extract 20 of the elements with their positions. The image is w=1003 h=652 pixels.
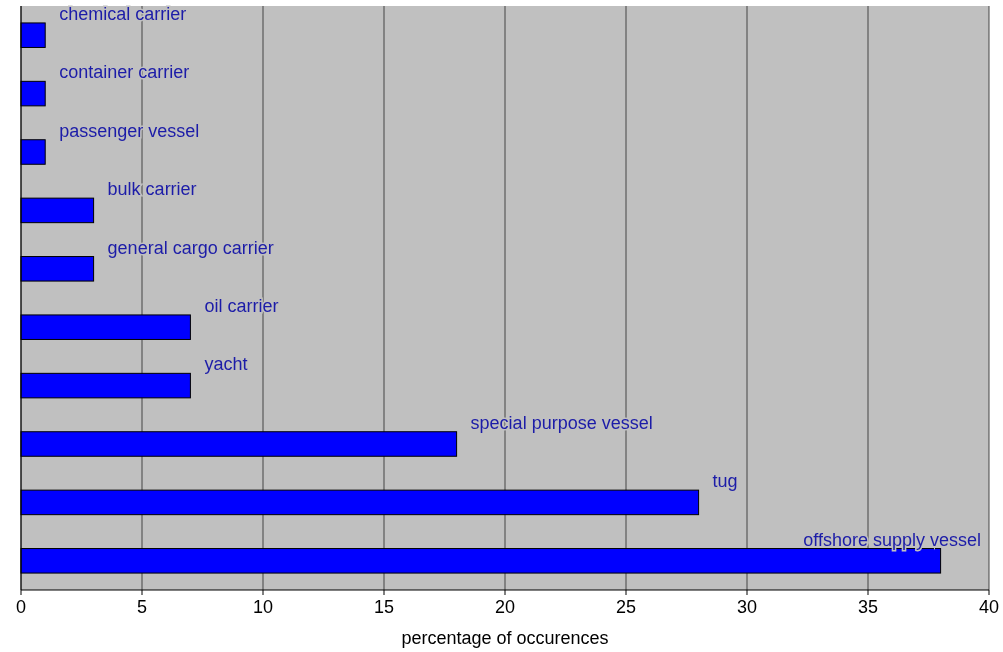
y-tick-label: chemical carrier — [59, 3, 187, 24]
x-tick-label: 25 — [615, 597, 637, 617]
y-tick-label: tug — [712, 471, 738, 492]
y-tick-label: container carrier — [59, 62, 190, 83]
x-tick-label: 35 — [857, 597, 879, 617]
x-tick-label: 30 — [736, 597, 758, 617]
x-tick-label: 0 — [15, 597, 27, 617]
x-tick-label: 40 — [978, 597, 1000, 617]
y-tick-label: yacht — [204, 354, 248, 375]
y-tick-label: special purpose vessel — [470, 412, 653, 433]
x-tick-label: 5 — [136, 597, 148, 617]
x-tick-label: 20 — [494, 597, 516, 617]
y-tick-label: oil carrier — [204, 295, 279, 316]
x-tick-label: 15 — [373, 597, 395, 617]
y-tick-label: passenger vessel — [59, 120, 200, 141]
x-tick-label: 10 — [252, 597, 274, 617]
y-tick-label: offshore supply vessel — [803, 529, 981, 550]
y-tick-label: bulk carrier — [107, 179, 197, 200]
y-tick-label: general cargo carrier — [107, 237, 274, 258]
x-axis-title: percentage of occurences — [401, 628, 609, 648]
